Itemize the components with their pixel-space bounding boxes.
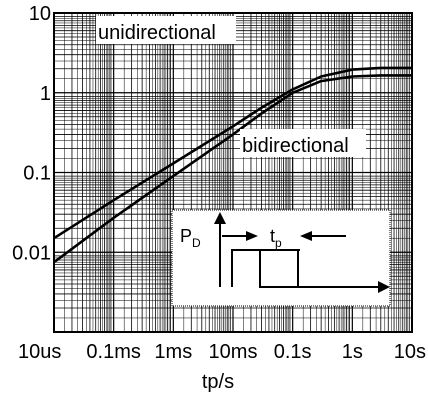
y-tick-label: 1: [40, 83, 51, 105]
x-tick-label: 0.1ms: [86, 341, 140, 363]
inset-right-arrowhead: [300, 231, 312, 241]
series-lines: [53, 66, 412, 264]
inset-tp-text: t: [270, 226, 275, 246]
series-label-bidirectional: bidirectional: [242, 135, 349, 157]
series-labels: unidirectional bidirectional: [96, 16, 366, 157]
inset-pd-text: P: [180, 226, 192, 246]
inset-y-arrowhead: [214, 212, 226, 224]
x-tick-label: 10s: [394, 341, 426, 363]
series-label-bg: [240, 129, 366, 157]
plot-frame: [53, 12, 413, 333]
x-axis-title: tp/s: [202, 371, 234, 393]
tick-labels: 10us 0.1ms 1ms 10ms 0.1s 1s 10s 10 1 0.1 0.01: [12, 3, 426, 363]
series-label-unidirectional: unidirectional: [98, 22, 216, 44]
inset-pd-label: PD: [180, 226, 201, 250]
x-tick-label: 10us: [18, 341, 61, 363]
pulse-inset: PD tp: [171, 209, 391, 307]
plot-border: [53, 12, 413, 333]
inset-x-arrowhead: [378, 281, 390, 293]
y-tick-label: 0.01: [12, 242, 51, 264]
series-line-unidirectional: [53, 66, 412, 240]
inset-box: [171, 209, 391, 307]
inset-left-arrowhead: [246, 231, 258, 241]
series-line-bidirectional: [53, 74, 412, 264]
y-tick-label: 10: [29, 3, 51, 25]
inset-pd-subscript: D: [192, 236, 201, 250]
inset-tp-label: tp: [270, 226, 282, 250]
inset-tp-subscript: p: [275, 236, 282, 250]
x-tick-label: 0.1s: [274, 341, 312, 363]
x-tick-label: 1s: [342, 341, 363, 363]
x-tick-label: 10ms: [209, 341, 258, 363]
series-label-bg: [96, 16, 236, 44]
y-tick-label: 0.1: [23, 163, 51, 185]
x-tick-label: 1ms: [154, 341, 192, 363]
